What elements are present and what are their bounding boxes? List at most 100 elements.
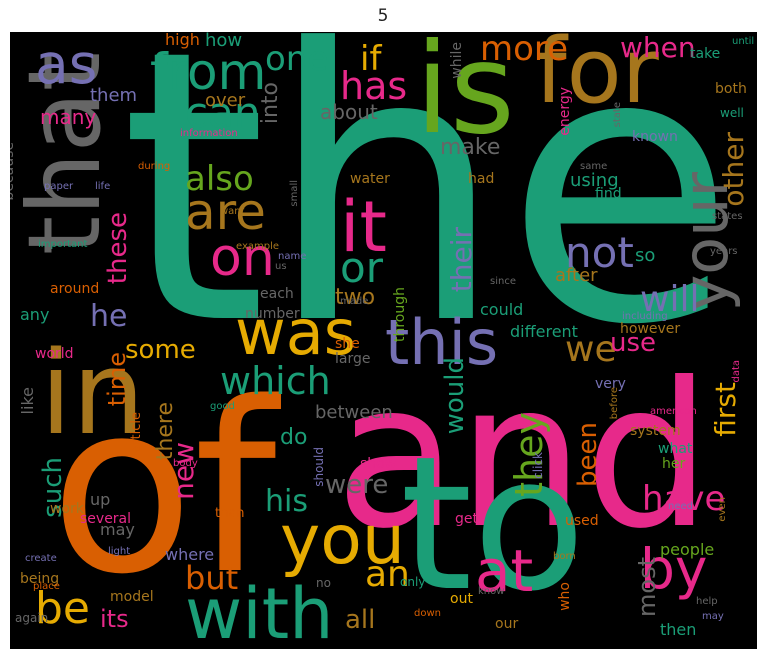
cloud-word: get [455,511,478,527]
cloud-word: of [50,353,277,626]
cloud-word: may [100,520,135,539]
cloud-word: only [400,575,426,589]
cloud-word: between [315,402,393,423]
cloud-word: used [565,513,599,529]
cloud-word: he [90,299,128,334]
cloud-word: up [90,490,111,509]
cloud-word: state [612,102,623,128]
cloud-word: or [340,243,383,292]
cloud-word: she [335,336,360,352]
cloud-word: two [335,285,376,310]
cloud-word: if [360,39,382,79]
cloud-word: many [40,105,97,129]
cloud-word: more [480,32,569,69]
cloud-word: we [565,329,617,370]
cloud-word: need [668,501,693,512]
cloud-word: one [265,39,329,79]
cloud-word: important [38,239,88,250]
figure-title: 5 [377,6,389,26]
cloud-word: because [10,142,17,201]
cloud-word: however [620,321,681,337]
cloud-word: for [535,32,659,124]
cloud-word: use [610,328,657,358]
cloud-word: has [340,64,408,108]
cloud-word: these [103,212,133,285]
cloud-word: life [95,181,111,192]
cloud-word: after [555,265,598,286]
cloud-word: body [173,458,198,469]
cloud-word: been [573,422,603,487]
cloud-word: even [717,497,728,522]
cloud-word: good [210,401,235,412]
cloud-word: are [185,183,266,241]
cloud-word: is [415,32,515,162]
cloud-word: known [632,129,678,145]
cloud-word: may [702,611,724,622]
cloud-word: this [385,306,499,379]
cloud-word: large [335,351,371,367]
cloud-word: name [278,251,307,262]
cloud-word: article [129,412,144,453]
cloud-word: were [325,470,389,500]
cloud-word: most [633,557,661,617]
cloud-word: example [236,241,280,252]
cloud-word: her [662,456,686,472]
cloud-word: us [275,261,287,272]
word-cloud: the and of to in is for that with you this was it you… [10,32,757,649]
cloud-word: create [25,553,57,564]
cloud-word: also [185,159,254,199]
cloud-word: water [350,171,390,187]
cloud-word: have [642,479,726,519]
cloud-word: where [165,545,215,564]
cloud-word: then [660,620,697,639]
cloud-word: states [712,211,743,222]
cloud-word: not [565,228,634,277]
cloud-word: around [50,281,100,297]
cloud-word: all [345,605,376,635]
cloud-word: and [335,340,712,573]
cloud-word: it [340,186,387,268]
cloud-word: them [90,85,138,106]
cloud-word: people [660,540,715,559]
cloud-word: information [180,128,238,139]
cloud-word: high [165,32,200,49]
cloud-word: some [125,335,196,365]
cloud-word: its [100,605,129,633]
cloud-word: place [33,581,60,592]
cloud-word: small [289,180,300,207]
cloud-word: want [220,206,245,217]
cloud-word: no [316,576,331,590]
cloud-word: would [440,357,470,435]
cloud-word: an [365,554,410,595]
cloud-word: until [732,36,755,47]
cloud-word: number [245,306,300,322]
cloud-word: will [640,279,700,320]
cloud-word: both [715,81,747,97]
cloud-word: like [18,387,37,415]
cloud-word: be [35,583,90,634]
cloud-word: any [20,305,50,324]
cloud-word: take [690,46,721,62]
cloud-word: their [445,227,478,293]
cloud-word: american [650,406,697,417]
cloud-word: very [595,376,626,392]
cloud-word: well [720,106,744,120]
cloud-word: since [490,276,516,287]
cloud-word: model [110,589,154,605]
cloud-word: by [640,537,708,601]
cloud-word: so [635,245,656,266]
cloud-word: but [185,559,239,597]
cloud-word: several [80,511,132,527]
cloud-word: could [480,300,524,319]
cloud-word: there [153,402,178,461]
cloud-word: how [205,32,243,51]
cloud-word: through [392,287,408,343]
cloud-word: data [731,360,742,383]
cloud-word: years [710,246,738,257]
cloud-word: energy [557,87,573,136]
cloud-word: when [620,32,696,64]
cloud-word: before [609,387,620,420]
cloud-word: light [108,546,131,557]
cloud-word: can [185,88,261,137]
cloud-word: you [280,501,405,580]
